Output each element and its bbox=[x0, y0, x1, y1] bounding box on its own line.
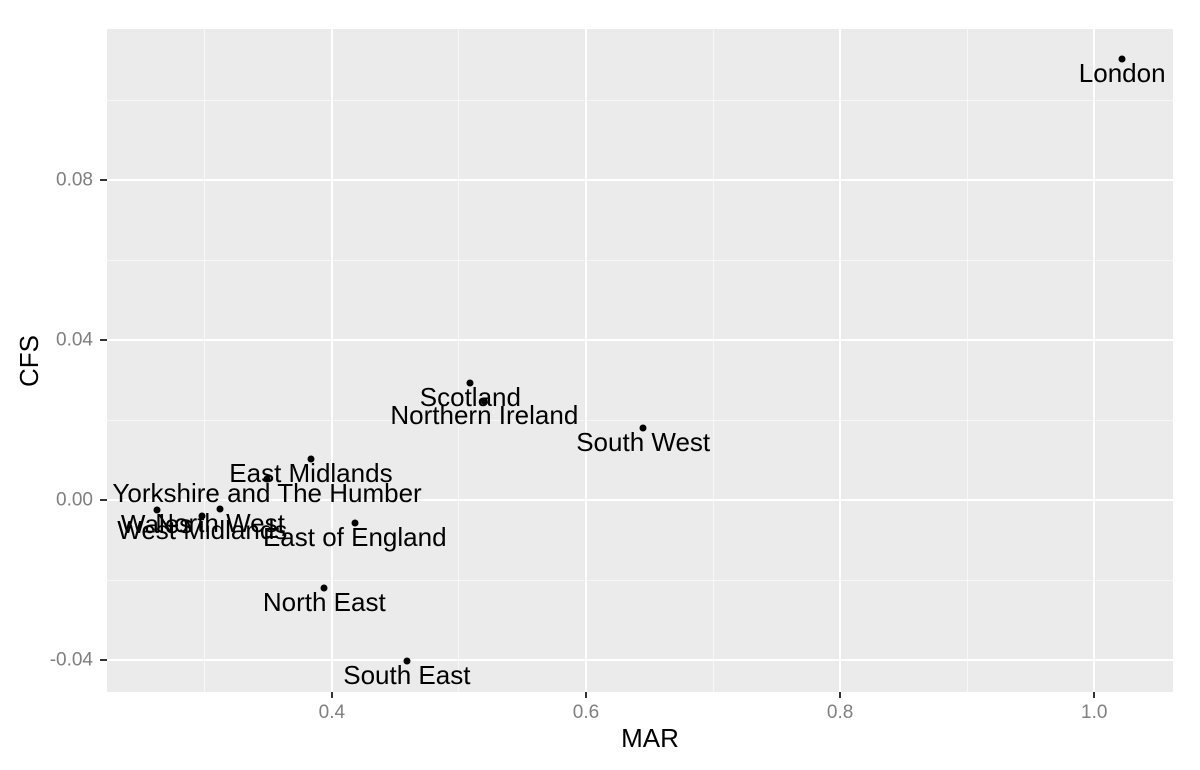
data-point bbox=[351, 519, 359, 527]
major-gridline-vertical bbox=[839, 29, 842, 692]
y-axis-tick-mark bbox=[100, 339, 107, 342]
y-axis-tick-label: 0.00 bbox=[56, 489, 93, 511]
x-axis-tick-label: 0.8 bbox=[826, 702, 854, 723]
minor-gridline-horizontal bbox=[107, 579, 1173, 581]
y-axis-tick-mark bbox=[100, 179, 107, 182]
x-axis-tick-label: 1.0 bbox=[1081, 702, 1108, 723]
data-point bbox=[320, 584, 328, 592]
data-point-label: South East bbox=[343, 660, 471, 691]
data-point bbox=[403, 657, 411, 665]
data-point bbox=[1118, 55, 1126, 63]
x-axis-tick-mark bbox=[585, 692, 587, 698]
minor-gridline-vertical bbox=[712, 29, 714, 692]
minor-gridline-vertical bbox=[966, 29, 968, 692]
data-point bbox=[263, 475, 271, 483]
data-point bbox=[639, 424, 647, 432]
major-gridline-vertical bbox=[330, 29, 333, 692]
x-axis-tick-label: 0.6 bbox=[572, 702, 600, 723]
minor-gridline-vertical bbox=[204, 29, 206, 692]
x-axis-tick-mark bbox=[330, 692, 333, 698]
major-gridline-vertical bbox=[1093, 29, 1096, 692]
minor-gridline-horizontal bbox=[107, 259, 1173, 261]
minor-gridline-horizontal bbox=[107, 99, 1173, 101]
plot-panel bbox=[107, 29, 1173, 692]
x-axis-tick-label: 0.4 bbox=[318, 702, 346, 723]
y-axis-title: CFS bbox=[14, 334, 44, 387]
data-point-label: East Midlands bbox=[229, 457, 393, 488]
y-axis-tick-label: 0.08 bbox=[56, 169, 93, 191]
minor-gridline-horizontal bbox=[107, 419, 1173, 421]
data-point-label: South West bbox=[576, 427, 711, 458]
data-point-label: Yorkshire and The Humber bbox=[112, 477, 422, 508]
data-point-label: North East bbox=[262, 587, 386, 618]
x-axis-tick-mark bbox=[839, 692, 842, 698]
major-gridline-horizontal bbox=[107, 179, 1173, 182]
y-axis-tick-mark bbox=[100, 499, 107, 502]
data-point bbox=[198, 512, 206, 520]
data-point-label: Northern Ireland bbox=[390, 399, 579, 430]
data-point-label: East of England bbox=[262, 522, 447, 553]
minor-gridline-vertical bbox=[458, 29, 460, 692]
data-point-label: West Midlands bbox=[117, 515, 288, 546]
data-point-label: Wales bbox=[120, 509, 193, 540]
data-point-label: North West bbox=[155, 508, 285, 539]
y-axis-tick-label: 0.04 bbox=[56, 329, 93, 351]
major-gridline-horizontal bbox=[107, 499, 1173, 502]
major-gridline-horizontal bbox=[107, 339, 1173, 342]
major-gridline-horizontal bbox=[107, 659, 1173, 661]
data-point bbox=[153, 506, 161, 514]
y-axis-tick-mark bbox=[100, 659, 107, 661]
x-axis-title: MAR bbox=[621, 723, 679, 753]
data-point bbox=[307, 455, 315, 463]
x-axis-tick-mark bbox=[1093, 692, 1096, 698]
y-axis-tick-label: -0.04 bbox=[49, 649, 93, 671]
data-point bbox=[466, 379, 474, 387]
major-gridline-vertical bbox=[585, 29, 587, 692]
data-point-label: Scotland bbox=[419, 381, 521, 412]
data-point bbox=[216, 505, 224, 513]
data-point bbox=[480, 397, 488, 405]
data-point-label: London bbox=[1078, 57, 1166, 88]
